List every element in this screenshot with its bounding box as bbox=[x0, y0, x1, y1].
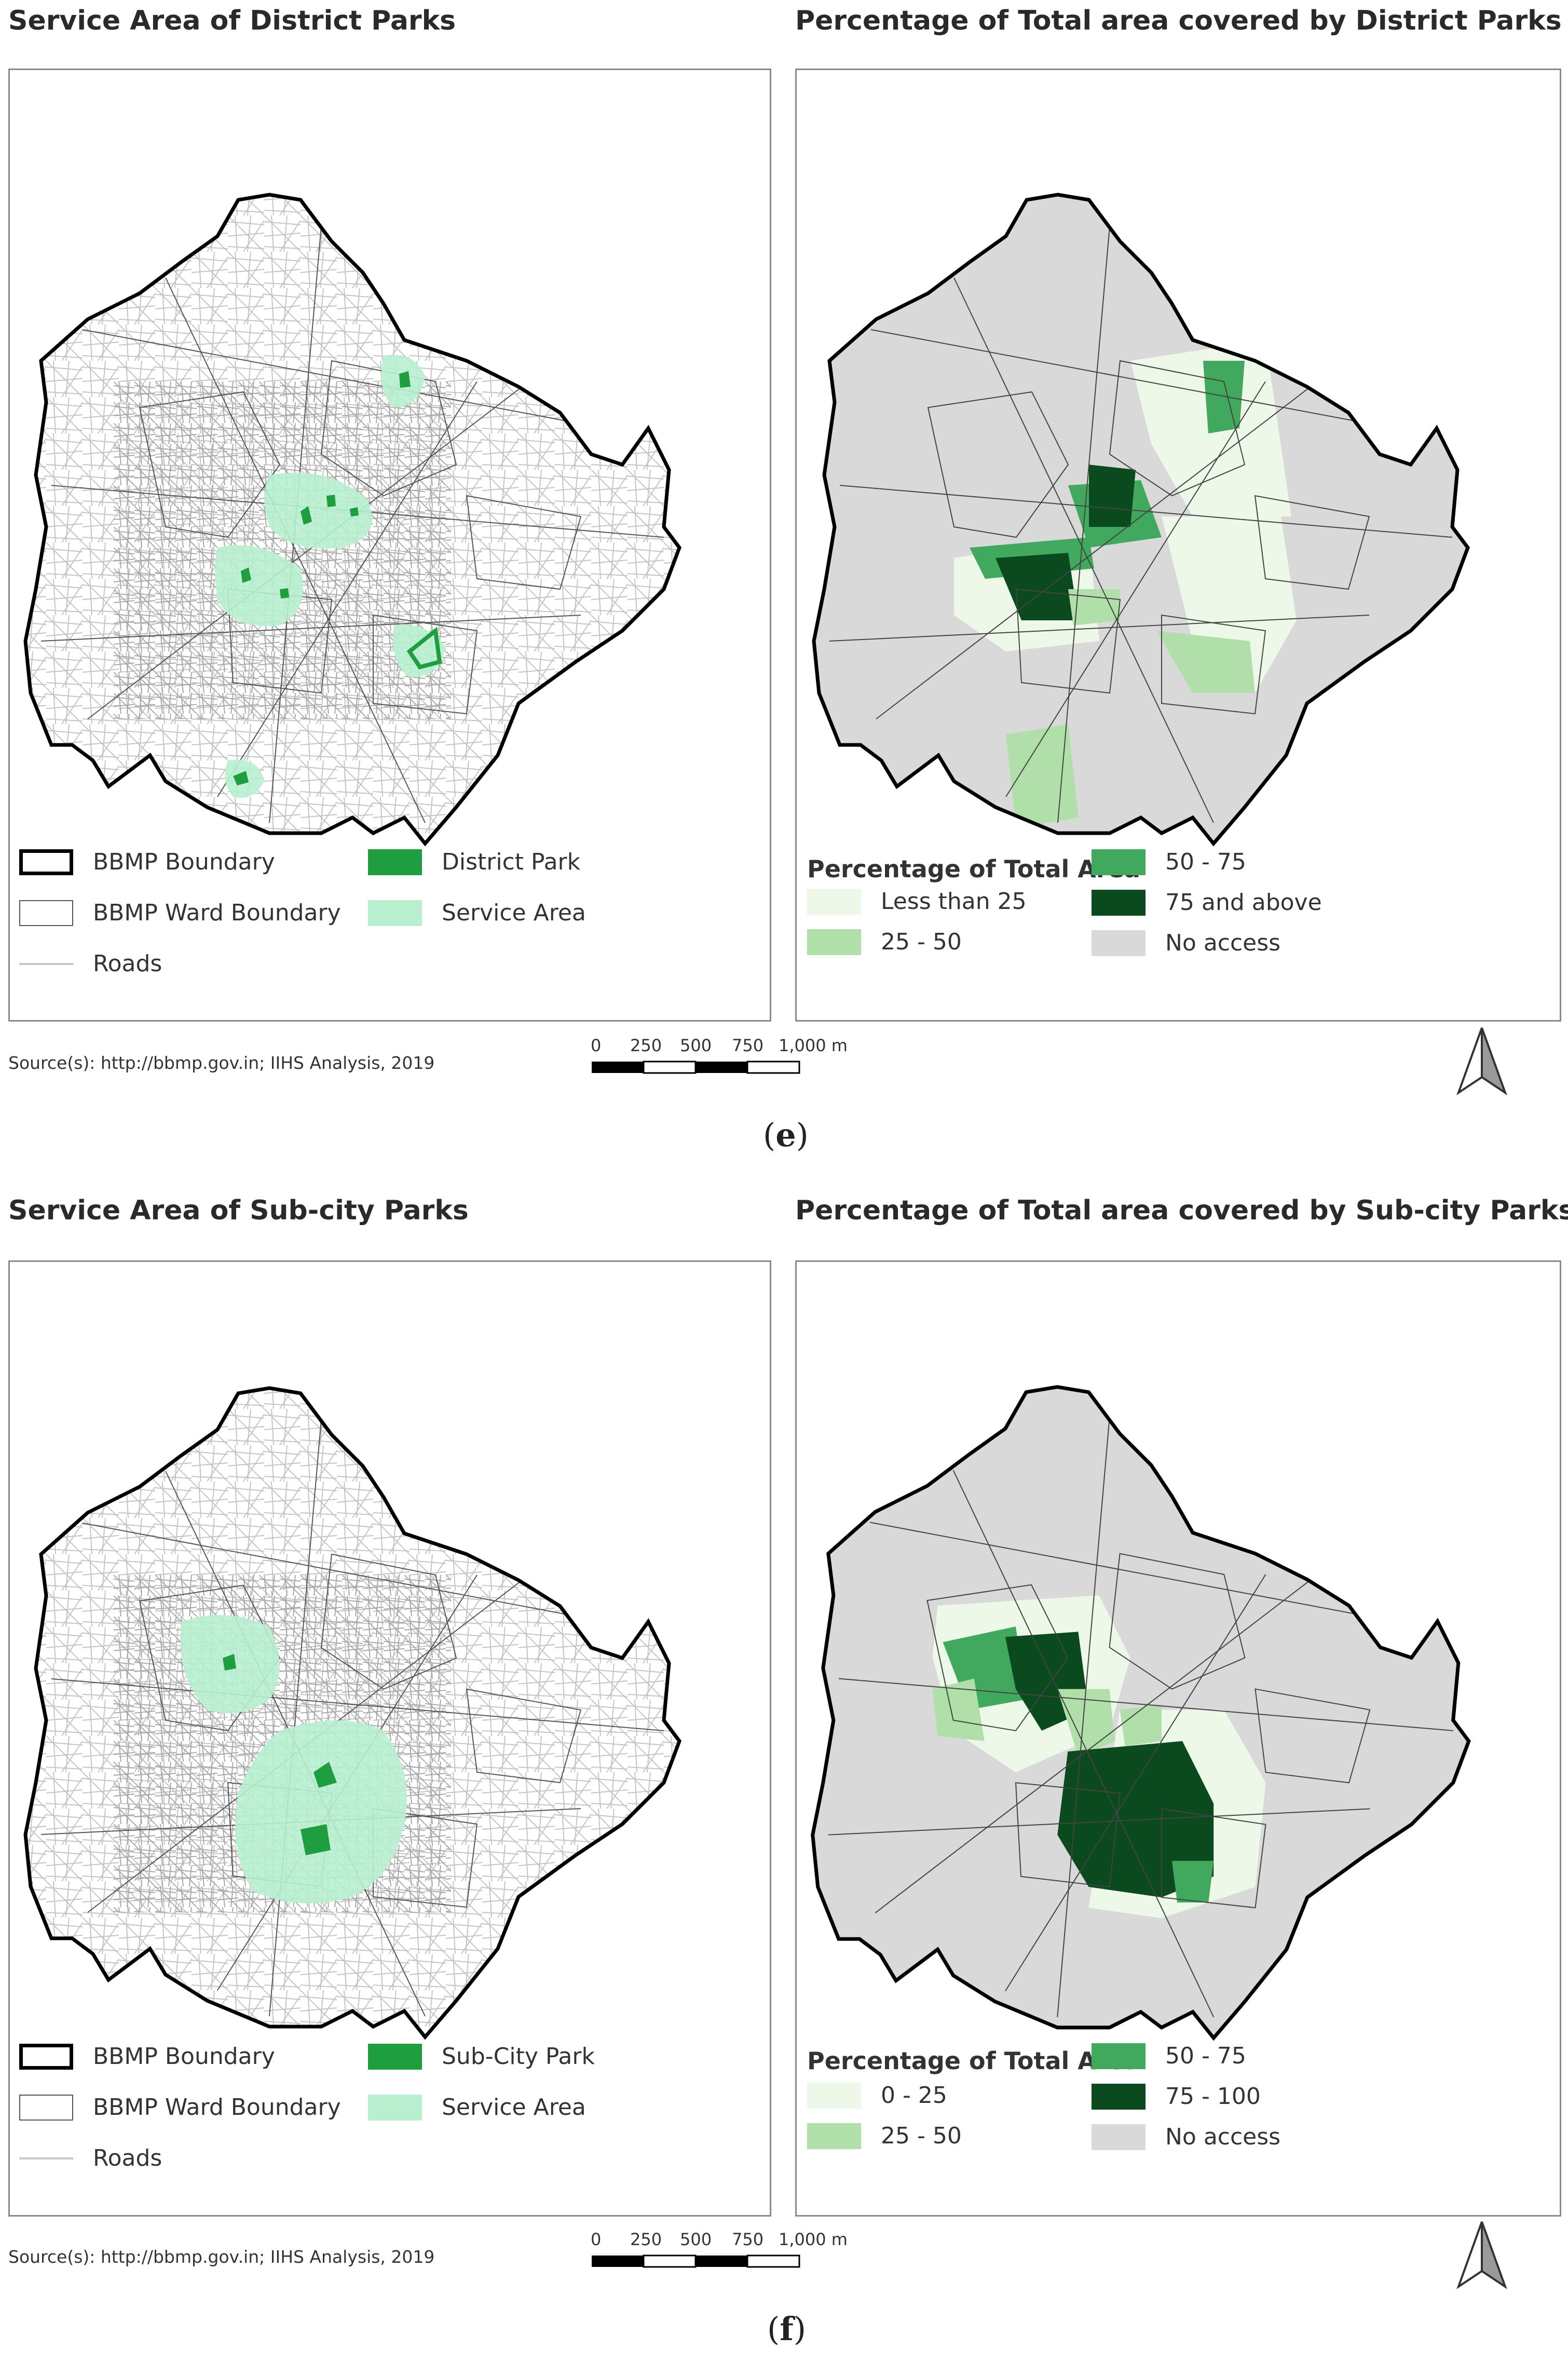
source-text: Source(s): http://bbmp.gov.in; IIHS Anal… bbox=[8, 2247, 435, 2267]
legend-title: Percentage of Total Area bbox=[807, 2047, 1140, 2075]
service-area bbox=[264, 472, 373, 549]
legend-title: Percentage of Total Area bbox=[807, 855, 1140, 883]
legend-label-roads: Roads bbox=[93, 2145, 162, 2171]
legend-label-ward: BBMP Ward Boundary bbox=[93, 2094, 341, 2121]
district-park bbox=[326, 495, 336, 507]
coverage-class-4 bbox=[996, 553, 1079, 620]
caption-f: (f) bbox=[767, 2310, 807, 2348]
map-subcity-coverage: Percentage of Total Area 0 - 25 25 - 50 … bbox=[795, 1260, 1561, 2217]
map-subcity-service-area: BBMP Boundary BBMP Ward Boundary Roads S… bbox=[8, 1260, 771, 2217]
coverage-class-2 bbox=[1120, 1704, 1162, 1747]
legend-label-c3: 50 - 75 bbox=[1165, 849, 1246, 875]
legend-label-c2: 25 - 50 bbox=[881, 929, 962, 955]
legend-swatch-park bbox=[368, 849, 422, 875]
scale-label: 1,000 m bbox=[779, 1036, 848, 1055]
subcity-park bbox=[223, 1654, 236, 1670]
district-park bbox=[350, 507, 359, 517]
legend-swatch-roads bbox=[19, 962, 73, 965]
scale-bar: 0 250 500 750 1,000 m bbox=[591, 2230, 861, 2271]
scale-label: 250 bbox=[630, 2230, 662, 2249]
legend-label-c1: 0 - 25 bbox=[881, 2082, 947, 2109]
coverage-class-3 bbox=[1171, 1860, 1214, 1903]
north-arrow-icon bbox=[1456, 1027, 1507, 1096]
legend-swatch-boundary bbox=[19, 849, 73, 875]
district-park bbox=[406, 627, 442, 670]
north-arrow-icon bbox=[1456, 2221, 1507, 2290]
district-park bbox=[399, 371, 411, 388]
legend-label-boundary: BBMP Boundary bbox=[93, 2043, 275, 2070]
legend-swatch-service bbox=[368, 2094, 422, 2121]
bbmp-boundary bbox=[811, 1385, 1471, 2041]
scale-label: 250 bbox=[630, 1036, 662, 1055]
map-district-service-area: BBMP Boundary BBMP Ward Boundary Roads D… bbox=[8, 69, 771, 1022]
title-subcity-coverage: Percentage of Total area covered by Sub-… bbox=[795, 1195, 1568, 1226]
service-area bbox=[215, 545, 303, 627]
legend-label-service: Service Area bbox=[442, 2094, 586, 2121]
bbmp-boundary bbox=[23, 1386, 681, 2040]
legend-swatch-park bbox=[368, 2043, 422, 2070]
legend-swatch-service bbox=[368, 900, 422, 926]
legend-swatch-c1 bbox=[807, 888, 861, 915]
legend-swatch-ward bbox=[19, 900, 73, 926]
title-district-service: Service Area of District Parks bbox=[8, 5, 456, 36]
legend-label-park: District Park bbox=[442, 849, 581, 875]
legend-swatch-c1 bbox=[807, 2082, 861, 2109]
coverage-class-3 bbox=[1203, 361, 1245, 433]
district-park bbox=[233, 771, 249, 785]
title-district-coverage: Percentage of Total area covered by Dist… bbox=[795, 5, 1562, 36]
legend-label-park: Sub-City Park bbox=[442, 2043, 595, 2070]
scale-label: 750 bbox=[732, 2230, 764, 2249]
legend-label-roads: Roads bbox=[93, 950, 162, 977]
legend-label-c1: Less than 25 bbox=[881, 888, 1027, 915]
legend-label-ward: BBMP Ward Boundary bbox=[93, 900, 341, 926]
coverage-class-4 bbox=[1057, 1741, 1214, 1897]
legend-label-boundary: BBMP Boundary bbox=[93, 849, 275, 875]
legend-swatch-c3 bbox=[1092, 849, 1146, 875]
bbmp-boundary bbox=[812, 193, 1470, 847]
coverage-class-2 bbox=[1156, 631, 1255, 693]
service-area bbox=[235, 1720, 407, 1904]
legend-swatch-ward bbox=[19, 2094, 73, 2121]
coverage-class-2 bbox=[1057, 1689, 1115, 1757]
scale-bar: 0 250 500 750 1,000 m bbox=[591, 1036, 861, 1077]
district-park bbox=[241, 567, 251, 583]
source-text: Source(s): http://bbmp.gov.in; IIHS Anal… bbox=[8, 1053, 435, 1073]
legend-label-service: Service Area bbox=[442, 900, 586, 926]
legend-label-c4: 75 - 100 bbox=[1165, 2083, 1261, 2110]
legend-swatch-c5 bbox=[1092, 2124, 1146, 2150]
legend-swatch-roads bbox=[19, 2157, 73, 2159]
legend-swatch-c4 bbox=[1092, 889, 1146, 916]
subcity-park bbox=[301, 1824, 331, 1855]
legend-label-c3: 50 - 75 bbox=[1165, 2043, 1246, 2069]
legend-swatch-c2 bbox=[807, 929, 861, 955]
scale-label: 0 bbox=[591, 2230, 602, 2249]
coverage-class-2 bbox=[1006, 724, 1079, 828]
district-park bbox=[280, 588, 289, 599]
legend-label-c5: No access bbox=[1165, 930, 1281, 956]
bbmp-boundary bbox=[23, 193, 681, 847]
caption-e: (e) bbox=[763, 1116, 809, 1154]
district-park bbox=[301, 506, 312, 525]
scale-label: 1,000 m bbox=[779, 2230, 848, 2249]
legend-swatch-boundary bbox=[19, 2043, 73, 2070]
legend-label-c4: 75 and above bbox=[1165, 889, 1322, 916]
scale-label: 500 bbox=[680, 2230, 712, 2249]
map-district-coverage: Percentage of Total Area Less than 25 25… bbox=[795, 69, 1561, 1022]
coverage-class-4 bbox=[1089, 465, 1136, 527]
legend-label-c2: 25 - 50 bbox=[881, 2123, 962, 2149]
legend-swatch-c5 bbox=[1092, 930, 1146, 956]
legend-swatch-c4 bbox=[1092, 2083, 1146, 2110]
legend-swatch-c2 bbox=[807, 2123, 861, 2149]
scale-label: 500 bbox=[680, 1036, 712, 1055]
coverage-class-2 bbox=[932, 1678, 985, 1742]
scale-label: 750 bbox=[732, 1036, 764, 1055]
scale-label: 0 bbox=[591, 1036, 602, 1055]
legend-label-c5: No access bbox=[1165, 2124, 1281, 2150]
title-subcity-service: Service Area of Sub-city Parks bbox=[8, 1195, 469, 1226]
legend-swatch-c3 bbox=[1092, 2043, 1146, 2069]
subcity-park bbox=[313, 1762, 337, 1788]
